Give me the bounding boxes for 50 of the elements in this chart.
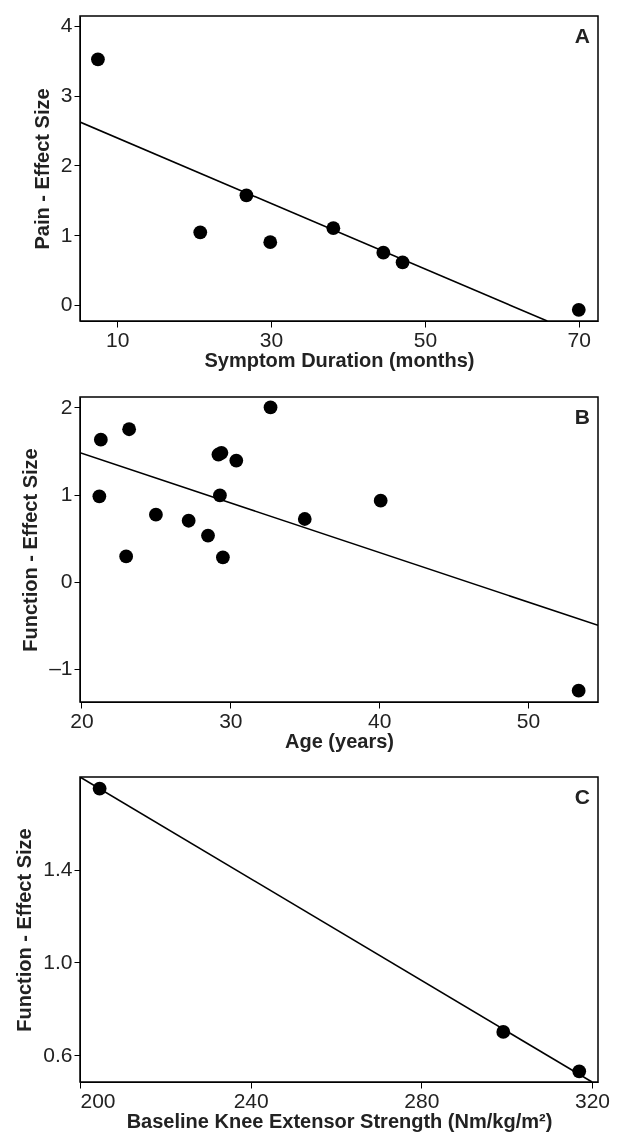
point — [193, 225, 208, 240]
point — [122, 422, 137, 437]
point — [229, 453, 244, 468]
point — [201, 528, 215, 543]
y-tick-label: 1 — [60, 222, 73, 246]
x-tick-label: 50 — [413, 327, 438, 351]
x-tick-label: 240 — [233, 1088, 269, 1112]
point — [181, 513, 196, 528]
point — [216, 550, 230, 565]
x-tick-label: 50 — [516, 708, 541, 732]
y-tick-label: 0.6 — [43, 1042, 73, 1066]
point — [263, 235, 278, 250]
y-axis-title: Pain - Effect Size — [30, 88, 53, 250]
x-tick-label: 70 — [567, 327, 591, 351]
x-tick-label: 320 — [575, 1088, 611, 1112]
y-tick-label: 0 — [60, 292, 73, 316]
point — [297, 512, 312, 526]
x-tick-label: 40 — [368, 708, 392, 732]
y-tick-label: 1 — [60, 482, 73, 506]
y-tick-label: 3 — [60, 83, 73, 107]
x-tick-label: 30 — [219, 708, 243, 732]
annotation: A — [574, 24, 590, 47]
y-tick-label: –1 — [49, 656, 73, 680]
x-axis-title: Age (years) — [285, 729, 394, 752]
annotation: C — [574, 785, 590, 808]
y-tick-label: 2 — [60, 394, 73, 418]
y-tick-label: 0 — [60, 569, 73, 593]
x-tick-label: 20 — [70, 708, 94, 732]
y-axis-title: Function - Effect Size — [19, 448, 42, 652]
y-tick-label: 4 — [60, 13, 73, 37]
point — [263, 400, 278, 415]
y-tick-label: 1.4 — [43, 857, 73, 881]
x-tick-label: 200 — [80, 1088, 116, 1112]
point — [93, 432, 108, 447]
x-tick-label: 30 — [259, 327, 284, 351]
point — [373, 493, 388, 508]
x-tick-label: 280 — [404, 1088, 440, 1112]
x-tick-label: 10 — [105, 327, 130, 351]
point — [91, 52, 105, 67]
point — [571, 302, 586, 317]
point — [119, 549, 134, 564]
point — [149, 507, 163, 522]
annotation: B — [574, 405, 590, 428]
x-axis-title: Baseline Knee Extensor Strength (Nm/kg/m²) — [126, 1109, 553, 1132]
y-tick-label: 2 — [60, 152, 73, 176]
y-tick-label: 1.0 — [43, 949, 73, 973]
y-axis-title: Function - Effect Size — [13, 828, 36, 1032]
point — [571, 683, 586, 698]
x-axis-title: Symptom Duration (months) — [204, 348, 475, 371]
point — [92, 489, 107, 504]
